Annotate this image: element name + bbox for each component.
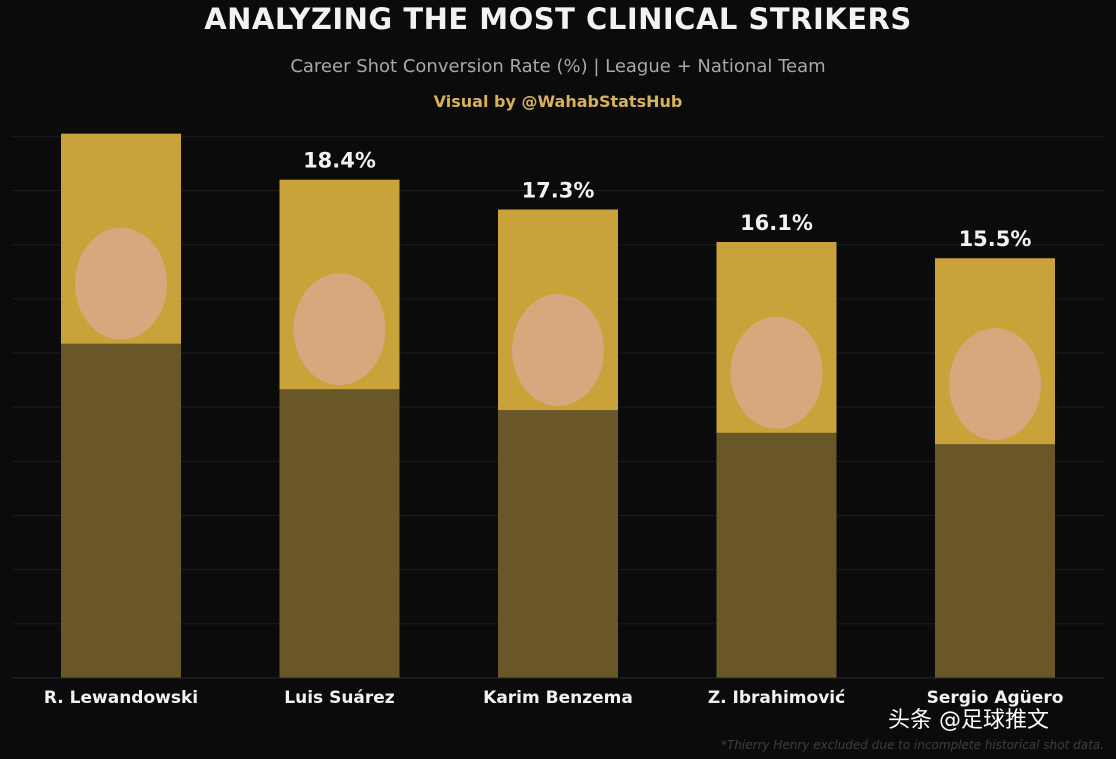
chart-footnote: *Thierry Henry excluded due to incomplet… [720, 738, 1104, 752]
player-photo-body [279, 389, 400, 678]
player-photo-head [293, 273, 386, 386]
category-label: R. Lewandowski [44, 688, 198, 708]
player-photo-body [498, 410, 618, 678]
category-label: Karim Benzema [483, 688, 633, 708]
bar-value-label: 18.4% [303, 149, 376, 173]
chart-subtitle: Career Shot Conversion Rate (%) | League… [290, 56, 826, 77]
player-photo-head [949, 328, 1041, 441]
watermark: 头条 @足球推文 [888, 708, 1049, 733]
player-photo-body [61, 343, 181, 678]
category-label: Sergio Agüero [927, 688, 1064, 708]
category-label: Luis Suárez [284, 688, 395, 708]
bar-value-label: 16.1% [740, 211, 813, 235]
player-photo-head [75, 227, 167, 340]
chart-title: ANALYZING THE MOST CLINICAL STRIKERS [204, 2, 912, 36]
category-label: Z. Ibrahimović [708, 688, 845, 708]
player-photo-body [716, 432, 837, 678]
bar-value-label: 17.3% [522, 178, 595, 202]
player-photo-head [512, 294, 604, 407]
player-photo-head [730, 316, 823, 429]
bar-value-label: 15.5% [959, 227, 1032, 251]
chart-credit: Visual by @WahabStatsHub [433, 92, 683, 111]
player-photo-body [935, 444, 1055, 678]
